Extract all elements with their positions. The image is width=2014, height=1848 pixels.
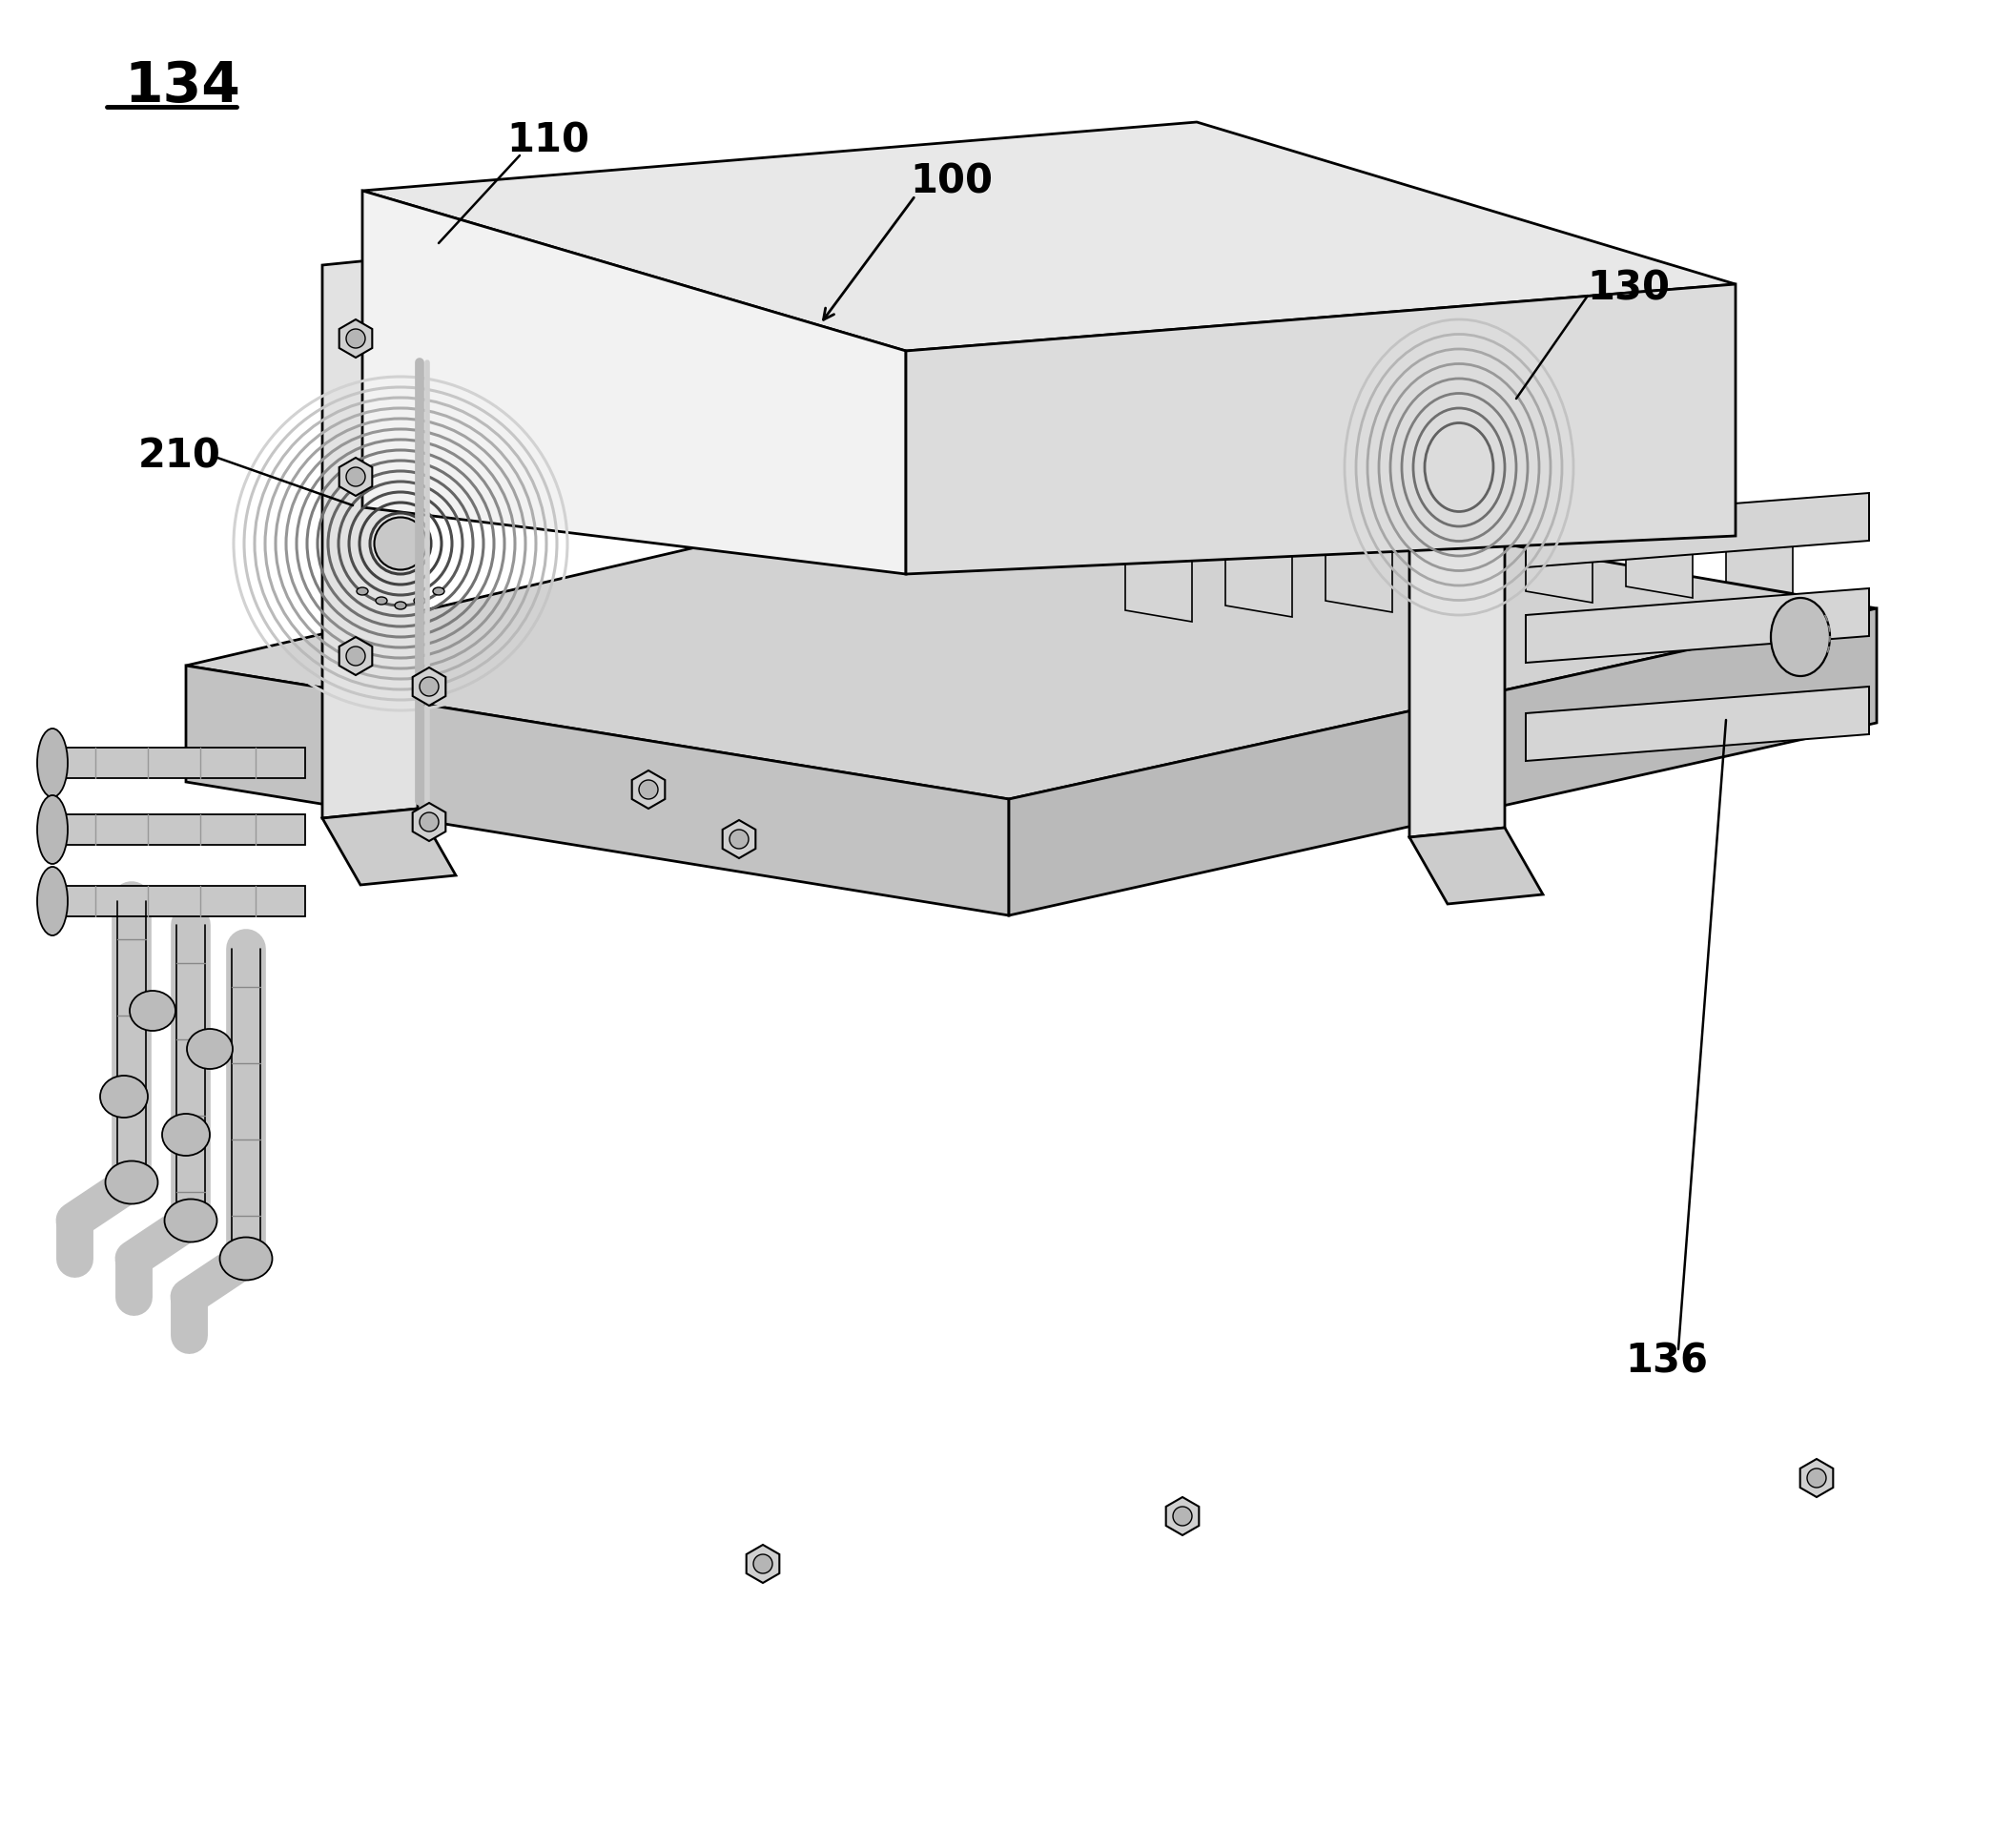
Polygon shape <box>52 885 306 917</box>
Ellipse shape <box>395 602 407 610</box>
Circle shape <box>729 830 749 848</box>
Polygon shape <box>1410 370 1504 837</box>
Text: 130: 130 <box>1587 268 1670 309</box>
Polygon shape <box>413 667 445 706</box>
Polygon shape <box>338 638 373 675</box>
Polygon shape <box>1325 510 1392 612</box>
Ellipse shape <box>36 867 68 935</box>
Circle shape <box>638 780 659 798</box>
Polygon shape <box>1726 517 1792 593</box>
Polygon shape <box>1410 828 1543 904</box>
Polygon shape <box>322 809 455 885</box>
Ellipse shape <box>161 1114 209 1155</box>
Circle shape <box>1807 1469 1827 1488</box>
Text: 100: 100 <box>910 161 993 201</box>
Polygon shape <box>185 466 1877 798</box>
Ellipse shape <box>375 517 427 569</box>
Polygon shape <box>1126 501 1210 517</box>
Polygon shape <box>906 285 1736 575</box>
Ellipse shape <box>433 588 445 595</box>
Polygon shape <box>1126 505 1192 621</box>
Polygon shape <box>52 748 306 778</box>
Circle shape <box>753 1554 773 1573</box>
Ellipse shape <box>356 588 369 595</box>
Text: 210: 210 <box>137 436 222 475</box>
Ellipse shape <box>377 597 387 604</box>
Ellipse shape <box>105 1161 157 1203</box>
Ellipse shape <box>187 1029 234 1068</box>
Circle shape <box>1172 1506 1192 1526</box>
Text: 136: 136 <box>1625 1342 1708 1382</box>
Polygon shape <box>1801 1458 1833 1497</box>
Polygon shape <box>363 122 1736 351</box>
Text: 134: 134 <box>125 59 240 113</box>
Ellipse shape <box>36 728 68 796</box>
Polygon shape <box>1009 608 1877 915</box>
Ellipse shape <box>1770 599 1831 676</box>
Polygon shape <box>1625 516 1692 599</box>
Polygon shape <box>1726 514 1813 529</box>
Polygon shape <box>322 255 417 819</box>
Polygon shape <box>1625 512 1712 527</box>
Polygon shape <box>1527 514 1593 602</box>
Ellipse shape <box>165 1199 218 1242</box>
Circle shape <box>346 329 365 347</box>
Polygon shape <box>1166 1497 1198 1536</box>
Polygon shape <box>1225 508 1293 617</box>
Circle shape <box>346 468 365 486</box>
Polygon shape <box>723 821 755 857</box>
Polygon shape <box>1527 510 1611 525</box>
Polygon shape <box>1527 687 1869 761</box>
Polygon shape <box>1225 503 1311 519</box>
Ellipse shape <box>101 1076 147 1118</box>
Text: 110: 110 <box>508 120 590 161</box>
Polygon shape <box>1527 588 1869 663</box>
Polygon shape <box>1325 505 1412 521</box>
Polygon shape <box>1527 493 1869 567</box>
Polygon shape <box>413 802 445 841</box>
Polygon shape <box>1426 508 1510 523</box>
Ellipse shape <box>36 795 68 863</box>
Ellipse shape <box>129 991 175 1031</box>
Polygon shape <box>338 458 373 495</box>
Polygon shape <box>632 771 665 809</box>
Ellipse shape <box>413 597 425 604</box>
Polygon shape <box>338 320 373 357</box>
Circle shape <box>419 813 439 832</box>
Circle shape <box>419 676 439 697</box>
Polygon shape <box>185 665 1009 915</box>
Polygon shape <box>363 190 906 575</box>
Polygon shape <box>52 815 306 845</box>
Ellipse shape <box>220 1238 272 1281</box>
Polygon shape <box>1426 512 1492 608</box>
Circle shape <box>346 647 365 665</box>
Polygon shape <box>747 1545 779 1584</box>
